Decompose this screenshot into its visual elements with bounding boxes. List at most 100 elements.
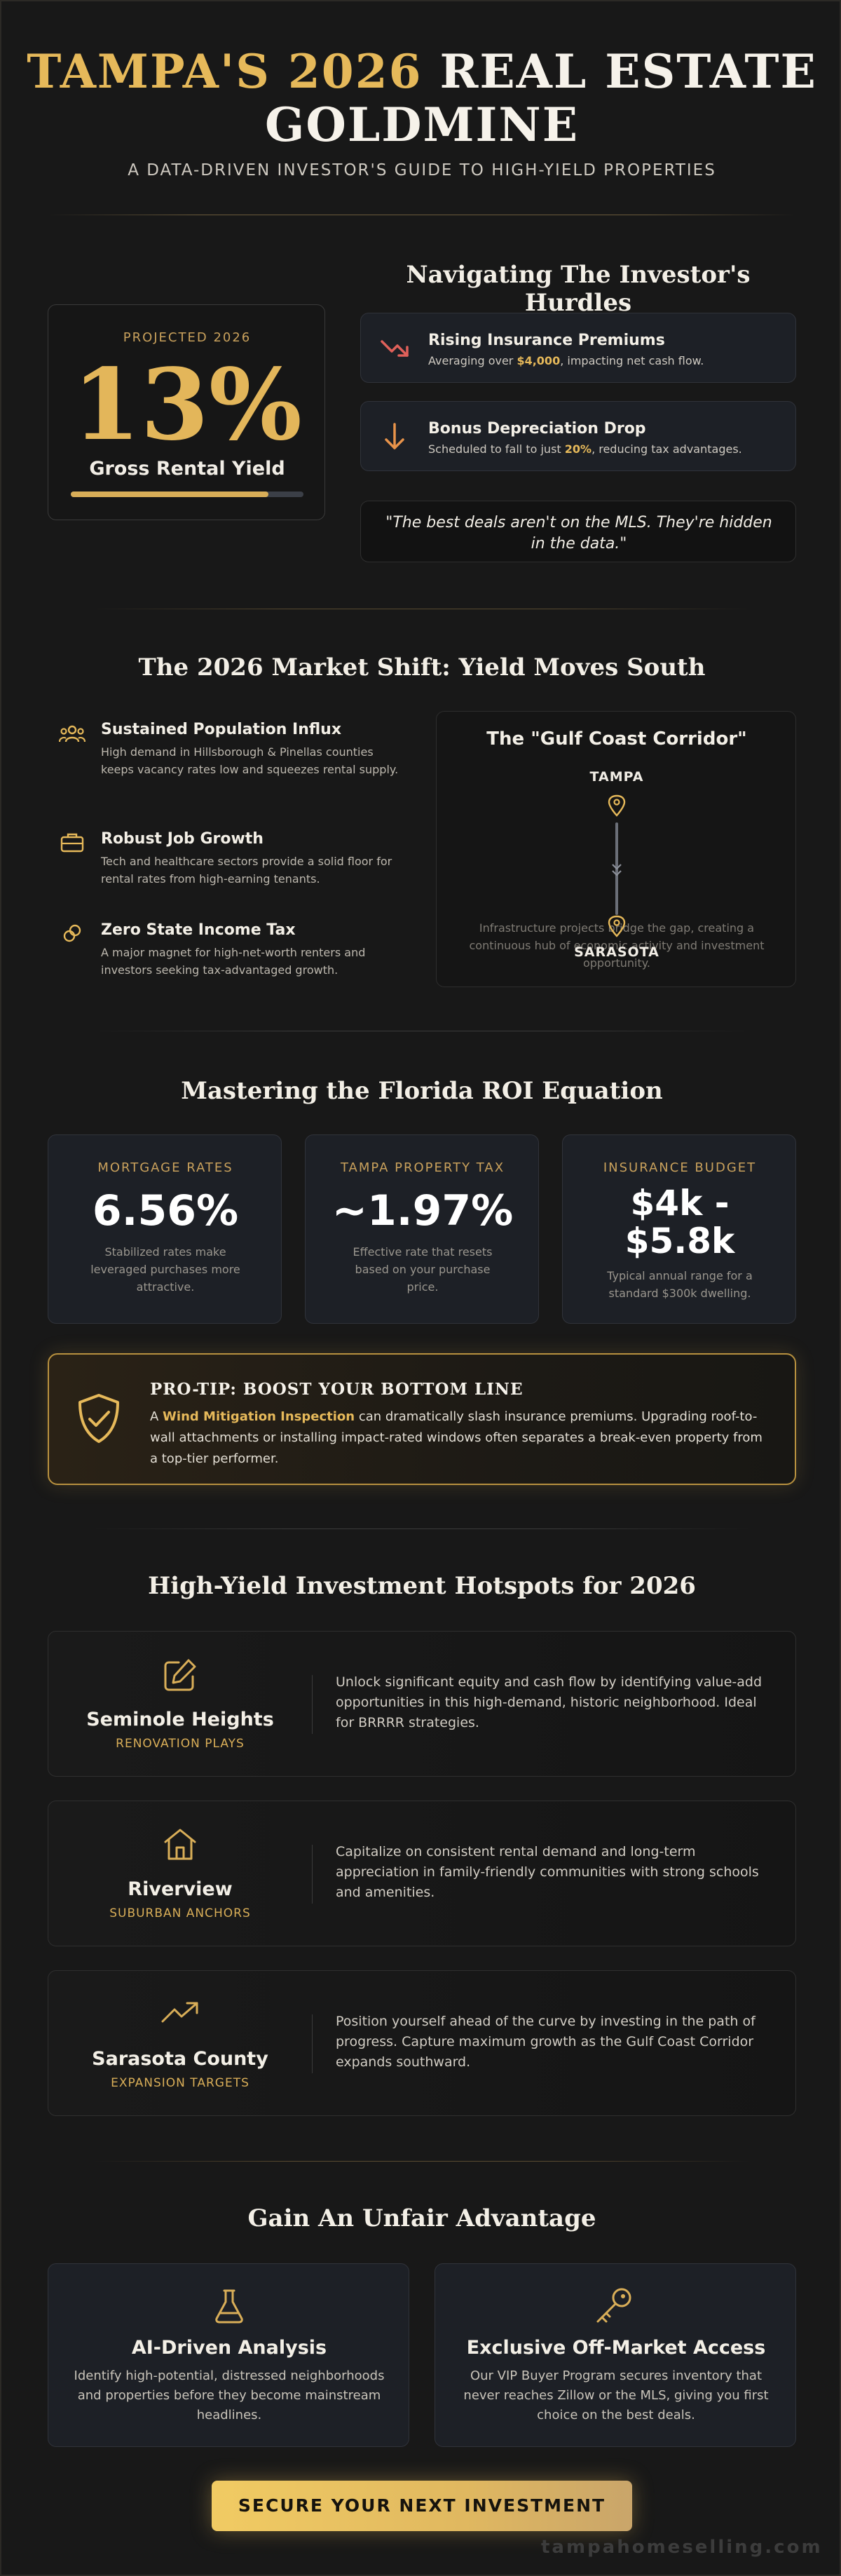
hurdle-text-after: , reducing tax advantages.: [592, 442, 742, 456]
hotspot-separator: [312, 1675, 313, 1734]
briefcase-icon: [60, 832, 84, 854]
market-item-title: Zero State Income Tax: [101, 921, 296, 939]
advantage-text: Identify high-potential, distressed neig…: [74, 2368, 385, 2422]
users-icon: [59, 724, 86, 745]
hurdle-item-insurance: Rising Insurance Premiums Averaging over…: [360, 313, 796, 383]
corridor-title: The "Gulf Coast Corridor": [486, 728, 747, 750]
stat-note: Effective rate that resets based on your…: [353, 1245, 493, 1294]
stat-value-line2: $5.8k: [624, 1221, 735, 1261]
section-divider: [93, 2161, 751, 2162]
stat-label: INSURANCE BUDGET: [603, 1160, 757, 1175]
advantage-heading: Gain An Unfair Advantage: [247, 2204, 596, 2232]
hurdle-text-before: Scheduled to fall to just: [428, 442, 565, 456]
key-icon: [594, 2285, 636, 2326]
market-item-title: Robust Job Growth: [101, 830, 264, 848]
map-pin-icon: [607, 794, 627, 817]
title-second-line: GOLDMINE: [264, 97, 580, 152]
stat-value: 6.56%: [92, 1186, 239, 1235]
hotspot-name: Seminole Heights: [86, 1709, 274, 1730]
advantage-card: AI-Driven Analysis Identify high-potenti…: [48, 2263, 409, 2447]
advantage-card: Exclusive Off-Market Access Our VIP Buye…: [435, 2263, 796, 2447]
pro-tip-text-after: can dramatically slash insurance premium…: [150, 1409, 763, 1466]
hotspot-name: Riverview: [128, 1878, 233, 1900]
corridor-description: Infrastructure projects bridge the gap, …: [469, 921, 765, 970]
stat-value-line1: $4k -: [630, 1183, 730, 1223]
hotspot-tag: EXPANSION TARGETS: [111, 2076, 249, 2090]
hotspot-tag: SUBURBAN ANCHORS: [109, 1906, 251, 1920]
corridor-bottom-city: SARASOTA: [574, 944, 659, 960]
hurdle-highlight: $4,000: [517, 354, 561, 367]
page-title: TAMPA'S 2026 REAL ESTATE GOLDMINE: [1, 45, 841, 151]
stat-note: Typical annual range for a standard $300…: [607, 1269, 753, 1300]
section-divider: [93, 1528, 751, 1529]
hotspot-text: Capitalize on consistent rental demand a…: [336, 1844, 759, 1900]
advantage-title: Exclusive Off-Market Access: [466, 2337, 766, 2359]
market-item-text: High demand in Hillsborough & Pinellas c…: [101, 745, 399, 776]
corridor-top-city: TAMPA: [589, 769, 644, 785]
hurdle-text-before: Averaging over: [428, 354, 517, 367]
flask-icon: [212, 2288, 246, 2324]
stat-label: MORTGAGE RATES: [97, 1160, 233, 1175]
pro-tip-highlight: Wind Mitigation Inspection: [163, 1409, 355, 1424]
pro-tip-text: A Wind Mitigation Inspection can dramati…: [150, 1406, 774, 1470]
site-watermark: tampahomeselling.com: [541, 2537, 823, 2558]
hurdle-text: Averaging over $4,000, impacting net cas…: [428, 354, 704, 367]
hurdle-item-depreciation: Bonus Depreciation Drop Scheduled to fal…: [360, 401, 796, 471]
hurdle-highlight: 20%: [564, 442, 592, 456]
map-pin-icon: [607, 915, 627, 937]
quote-text: "The best deals aren't on the MLS. They'…: [385, 514, 772, 553]
market-item-title: Sustained Population Influx: [101, 721, 342, 738]
title-gold-part: TAMPA'S 2026: [27, 44, 423, 99]
stat-card-mortgage: MORTGAGE RATES 6.56% Stabilized rates ma…: [48, 1134, 282, 1324]
hurdle-title: Rising Insurance Premiums: [428, 332, 665, 349]
stat-value: ~1.97%: [331, 1186, 514, 1235]
trend-down-icon: [379, 334, 410, 365]
chevrons-down-icon: [610, 862, 624, 879]
coins-icon: [63, 924, 81, 944]
page-subtitle: A DATA-DRIVEN INVESTOR'S GUIDE TO HIGH-Y…: [128, 161, 716, 179]
hotspot-card: Seminole Heights RENOVATION PLAYS Unlock…: [48, 1631, 796, 1777]
stat-card-insurance: INSURANCE BUDGET $4k - $5.8k Typical ann…: [562, 1134, 796, 1324]
stat-note: Stabilized rates make leveraged purchase…: [90, 1245, 240, 1294]
advantage-text: Our VIP Buyer Program secures inventory …: [463, 2368, 769, 2422]
hurdle-text-after: , impacting net cash flow.: [560, 354, 704, 367]
roi-heading: Mastering the Florida ROI Equation: [181, 1077, 663, 1105]
pro-tip-text-before: A: [150, 1409, 163, 1424]
stat-label: TAMPA PROPERTY TAX: [340, 1160, 505, 1175]
market-item-text: Tech and healthcare sectors provide a so…: [101, 855, 392, 886]
yield-value: 13%: [72, 348, 302, 463]
trend-up-icon: [160, 2000, 200, 2026]
home-icon: [162, 1826, 198, 1863]
stat-card-property-tax: TAMPA PROPERTY TAX ~1.97% Effective rate…: [305, 1134, 539, 1324]
pro-tip-title: PRO-TIP: BOOST YOUR BOTTOM LINE: [150, 1380, 524, 1399]
hotspot-name: Sarasota County: [92, 2048, 268, 2070]
pro-tip-card: PRO-TIP: BOOST YOUR BOTTOM LINE A Wind M…: [48, 1353, 796, 1485]
yield-progress-track: [71, 492, 303, 497]
arrow-down-icon: [379, 420, 410, 454]
hotspot-text: Position yourself ahead of the curve by …: [336, 2014, 755, 2070]
market-item-text: A major magnet for high-net-worth renter…: [101, 946, 366, 977]
hotspot-separator: [312, 1845, 313, 1904]
hotspot-separator: [312, 2014, 313, 2073]
advantage-title: AI-Driven Analysis: [131, 2337, 327, 2359]
corridor-card: The "Gulf Coast Corridor" TAMPA Infrastr…: [436, 711, 796, 987]
hurdle-text: Scheduled to fall to just 20%, reducing …: [428, 442, 742, 456]
cta-button[interactable]: SECURE YOUR NEXT INVESTMENT: [212, 2481, 632, 2531]
hotspot-card: Sarasota County EXPANSION TARGETS Positi…: [48, 1970, 796, 2116]
hotspots-heading: High-Yield Investment Hotspots for 2026: [148, 1572, 696, 1600]
hurdles-heading: Navigating The Investor's Hurdles: [406, 261, 751, 317]
hurdle-title: Bonus Depreciation Drop: [428, 420, 646, 438]
yield-progress-fill: [71, 492, 269, 497]
hotspot-tag: RENOVATION PLAYS: [116, 1737, 245, 1751]
hotspot-card: Riverview SUBURBAN ANCHORS Capitalize on…: [48, 1801, 796, 1946]
yield-card: PROJECTED 2026 13% Gross Rental Yield: [48, 304, 325, 520]
quote-box: "The best deals aren't on the MLS. They'…: [360, 501, 796, 562]
market-shift-heading: The 2026 Market Shift: Yield Moves South: [138, 653, 706, 682]
stat-value: $4k - $5.8k: [563, 1184, 797, 1260]
title-white-part: REAL ESTATE: [439, 44, 817, 99]
yield-eyebrow: PROJECTED 2026: [123, 330, 252, 345]
yield-label: Gross Rental Yield: [89, 458, 285, 480]
hotspot-text: Unlock significant equity and cash flow …: [336, 1674, 762, 1730]
edit-icon: [162, 1657, 198, 1693]
